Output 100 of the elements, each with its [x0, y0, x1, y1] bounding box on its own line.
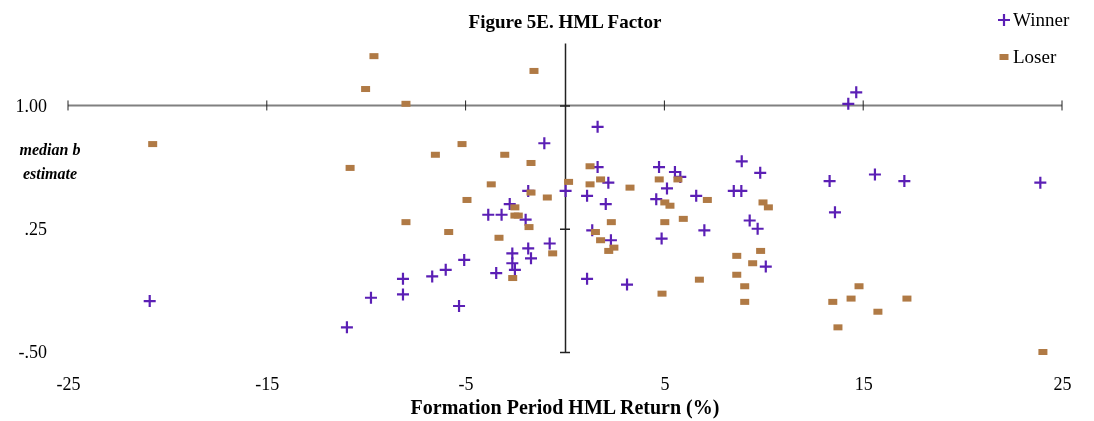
point: [867, 167, 883, 182]
point: [846, 295, 856, 302]
point: [339, 320, 355, 335]
point: [732, 252, 742, 259]
point: [606, 219, 616, 226]
point: [763, 204, 773, 211]
point: [494, 234, 504, 241]
point: [361, 86, 371, 93]
point: [758, 259, 773, 274]
point: [822, 173, 837, 189]
point: [369, 53, 379, 60]
point: [601, 175, 616, 190]
point: [451, 298, 467, 314]
point: [827, 205, 843, 220]
y-tick-label: 1.00: [15, 95, 47, 116]
point: [444, 229, 454, 236]
y-tick-label: .25: [24, 218, 47, 239]
point: [828, 298, 838, 305]
point: [603, 233, 619, 248]
point: [585, 181, 595, 188]
point: [651, 159, 667, 175]
x-axis-title: Formation Period HML Return (%): [410, 396, 720, 419]
point: [142, 293, 157, 309]
point: [548, 250, 558, 257]
y-axis-title: median b estimate: [19, 141, 81, 182]
point: [665, 202, 675, 209]
point: [524, 224, 534, 231]
point: [740, 298, 750, 305]
point: [438, 262, 453, 277]
point: [500, 151, 510, 158]
x-tick-label: 5: [660, 373, 670, 394]
point: [401, 100, 411, 107]
point: [494, 207, 509, 222]
point: [657, 290, 667, 297]
point: [660, 219, 670, 226]
point: [753, 165, 768, 180]
point: [758, 199, 768, 206]
point: [654, 231, 669, 246]
point: [854, 283, 864, 290]
point: [526, 159, 536, 166]
point: [734, 183, 749, 199]
point: [457, 141, 467, 148]
x-tick-label: -25: [56, 373, 81, 394]
point: [523, 251, 539, 266]
point: [148, 141, 158, 148]
point: [756, 247, 766, 254]
point: [833, 324, 843, 331]
point: [841, 96, 856, 111]
chart-title: Figure 5E. HML Factor: [468, 11, 662, 32]
point: [510, 204, 520, 211]
point: [625, 184, 635, 191]
x-tick-label: -15: [255, 373, 280, 394]
point: [564, 178, 574, 185]
point: [430, 151, 440, 158]
point: [537, 136, 552, 151]
point: [654, 176, 664, 183]
point: [678, 215, 688, 222]
point: [689, 188, 704, 203]
point: [345, 164, 355, 171]
point: [697, 223, 712, 238]
point: [702, 196, 712, 203]
point: [740, 283, 750, 290]
x-tick-label: 25: [1053, 373, 1072, 394]
point: [486, 181, 496, 188]
point: [521, 241, 536, 256]
point: [579, 188, 595, 203]
point: [526, 189, 536, 196]
point: [1033, 175, 1048, 190]
point: [694, 276, 704, 283]
point: [542, 194, 552, 201]
point: [598, 196, 613, 212]
point: [849, 85, 864, 100]
point: [734, 154, 749, 169]
point: [542, 236, 557, 251]
legend-label: Loser: [1013, 46, 1057, 67]
legend-label: Winner: [1013, 9, 1070, 30]
point: [604, 247, 614, 254]
point: [748, 260, 758, 267]
point: [590, 119, 605, 134]
point: [579, 271, 595, 286]
point: [649, 192, 664, 207]
point: [457, 252, 472, 268]
point: [489, 266, 504, 281]
point: [619, 277, 635, 292]
point: [585, 163, 595, 170]
point: [596, 237, 606, 244]
point: [673, 176, 683, 183]
point: [529, 67, 539, 74]
point: [897, 173, 912, 189]
point: [363, 290, 379, 305]
point: [481, 207, 496, 222]
point: [558, 183, 573, 199]
point: [873, 308, 883, 315]
x-tick-label: 15: [854, 373, 873, 394]
y-tick-label: -.50: [18, 342, 47, 363]
point: [596, 176, 606, 183]
point: [395, 271, 411, 286]
point: [659, 181, 675, 196]
point: [902, 295, 912, 302]
point: [425, 269, 440, 284]
